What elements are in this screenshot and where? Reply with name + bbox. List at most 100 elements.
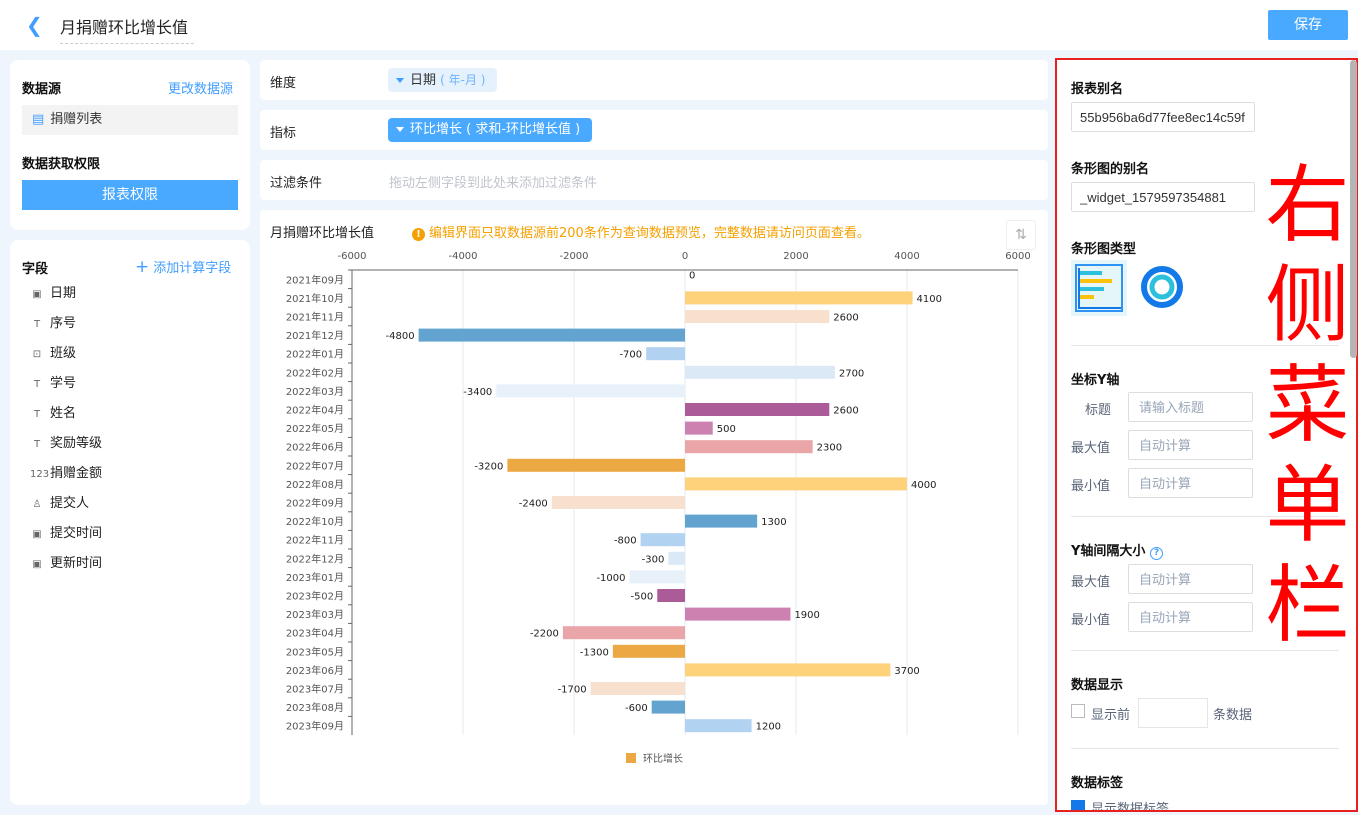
datasource-item[interactable]: ▤ 捐赠列表 — [22, 105, 238, 135]
data-label: -2200 — [530, 629, 559, 640]
field-item[interactable]: T 序号 — [30, 309, 76, 339]
add-calculated-field-link[interactable]: + 添加计算字段 — [135, 257, 231, 277]
field-item-label: 序号 — [50, 316, 77, 331]
data-label: -3400 — [463, 387, 492, 398]
data-label: 2300 — [817, 443, 842, 454]
field-item[interactable]: T 姓名 — [30, 399, 76, 429]
metric-pill[interactable]: 环比增长 ( 求和-环比增长值 ) — [388, 118, 593, 142]
field-item[interactable]: ▣ 更新时间 — [30, 549, 102, 579]
chevron-left-icon[interactable]: ❮ — [26, 13, 43, 37]
y-tick-label: 2022年09月 — [286, 497, 344, 510]
bar — [496, 384, 685, 398]
y-tick-label: 2023年05月 — [286, 645, 344, 658]
show-data-tags-label: 显示数据标签 — [1091, 802, 1170, 810]
y-interval-min-input[interactable] — [1128, 602, 1253, 632]
data-label: -4800 — [386, 331, 415, 342]
field-item[interactable]: 123捐赠金额 — [30, 459, 102, 489]
fields-card — [10, 240, 250, 805]
bar — [685, 514, 758, 528]
help-icon[interactable]: ? — [1149, 547, 1163, 560]
field-item[interactable]: T 学号 — [30, 369, 76, 399]
data-label: 2600 — [833, 406, 858, 417]
field-item-label: 班级 — [50, 346, 77, 361]
bar — [685, 310, 830, 323]
data-label: 1200 — [756, 722, 781, 733]
data-label: -1300 — [580, 647, 609, 658]
change-datasource-link[interactable]: 更改数据源 — [168, 82, 234, 97]
report-title[interactable]: 月捐赠环比增长值 — [60, 14, 194, 44]
show-top-checkbox[interactable] — [1071, 704, 1085, 718]
data-label: -1700 — [558, 685, 587, 696]
filter-row[interactable]: 过滤条件 拖动左侧字段到此处来添加过滤条件 — [260, 160, 1048, 200]
chart-title: 月捐赠环比增长值 — [270, 226, 375, 241]
field-item[interactable]: ♙ 提交人 — [30, 489, 90, 519]
field-item[interactable]: T 奖励等级 — [30, 429, 102, 459]
data-label: 2600 — [833, 313, 858, 324]
ring-chart-icon[interactable] — [1139, 264, 1185, 310]
field-item[interactable]: ▣ 日期 — [30, 279, 76, 309]
calendar-icon: ▣ — [32, 559, 42, 570]
show-top-count-input[interactable] — [1138, 698, 1208, 728]
add-calculated-field-label: 添加计算字段 — [153, 261, 232, 276]
datasource-label: 数据源 — [22, 82, 62, 97]
bar — [590, 682, 685, 695]
bar — [685, 607, 791, 621]
bar — [646, 347, 685, 361]
show-data-tags-checkbox[interactable] — [1071, 800, 1085, 810]
data-label: 1300 — [761, 517, 786, 528]
data-label: -300 — [642, 554, 665, 565]
y-axis-label: 坐标Y轴 — [1071, 373, 1120, 388]
right-panel-scrollbar[interactable] — [1350, 60, 1357, 358]
field-item[interactable]: ⊡ 班级 — [30, 339, 76, 369]
metric-label: 指标 — [270, 126, 297, 141]
data-label: -2400 — [519, 499, 548, 510]
caret-down-icon — [396, 127, 404, 132]
x-tick-label: 2000 — [783, 251, 808, 262]
y-tick-label: 2022年01月 — [286, 348, 344, 361]
report-permission-button[interactable]: 报表权限 — [22, 180, 238, 210]
y-axis-max-input[interactable] — [1128, 430, 1253, 460]
y-tick-label: 2022年07月 — [286, 459, 344, 472]
bar — [685, 365, 835, 379]
bar-chart-icon[interactable] — [1071, 260, 1127, 316]
swap-axis-icon[interactable]: ⇅ — [1006, 220, 1036, 250]
y-interval-max-input[interactable] — [1128, 564, 1253, 594]
x-tick-label: 0 — [682, 251, 688, 262]
data-label: 2700 — [839, 368, 864, 379]
dimension-pill[interactable]: 日期 ( 年-月 ) — [388, 68, 498, 92]
user-icon: ♙ — [32, 499, 42, 510]
y-axis-title-input[interactable] — [1128, 392, 1253, 422]
bar — [668, 551, 685, 565]
field-item-label: 提交人 — [50, 496, 90, 511]
bar — [418, 328, 685, 342]
data-label: -1000 — [596, 573, 625, 584]
legend-swatch — [626, 753, 636, 763]
dimension-value: 日期 — [410, 73, 437, 88]
y-tick-label: 2023年01月 — [286, 571, 344, 584]
report-alias-label: 报表别名 — [1071, 82, 1124, 97]
warning-icon: ! — [412, 228, 425, 241]
bar-alias-input[interactable] — [1071, 182, 1255, 212]
y-axis-min-input[interactable] — [1128, 468, 1253, 498]
number-icon: 123 — [30, 469, 50, 480]
save-button[interactable]: 保存 — [1268, 10, 1348, 40]
field-item-label: 提交时间 — [50, 526, 103, 541]
y-tick-label: 2021年11月 — [286, 311, 344, 324]
field-item[interactable]: ▣ 提交时间 — [30, 519, 102, 549]
text-icon: T — [33, 439, 41, 450]
y-tick-label: 2022年03月 — [286, 385, 344, 398]
y-tick-label: 2022年04月 — [286, 404, 344, 417]
data-display-label: 数据显示 — [1071, 678, 1124, 693]
data-label: 500 — [717, 424, 736, 435]
field-item-label: 学号 — [50, 376, 77, 391]
plus-icon: + — [135, 257, 150, 277]
text-icon: T — [33, 319, 41, 330]
report-alias-input[interactable] — [1071, 102, 1255, 132]
bar — [685, 403, 830, 416]
datasource-item-label: 捐赠列表 — [50, 112, 103, 127]
y-interval-min-label: 最小值 — [1071, 613, 1111, 628]
data-label: -600 — [625, 703, 648, 714]
y-tick-label: 2023年07月 — [286, 683, 344, 696]
data-label: 4100 — [917, 294, 942, 305]
bar — [651, 700, 685, 714]
